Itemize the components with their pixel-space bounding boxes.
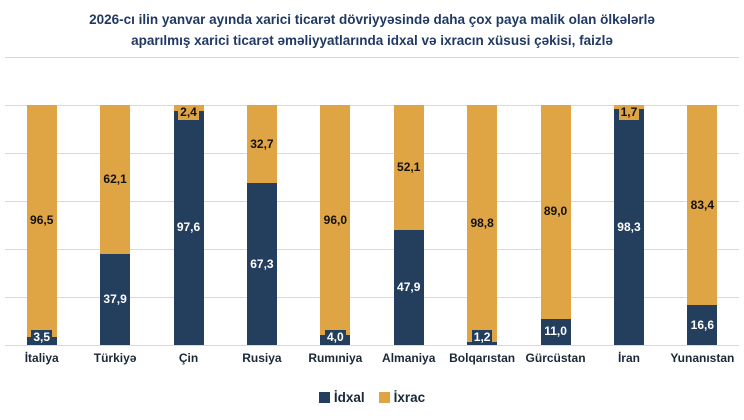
bar-column-iran: 1,7 98,3 xyxy=(592,105,665,345)
chart-legend: İdxal İxrac xyxy=(0,390,744,405)
stacked-bar: 2,4 97,6 xyxy=(173,105,204,345)
import-segment: 97,6 xyxy=(173,110,204,345)
chart-title: 2026-cı ilin yanvar ayında xarici ticarə… xyxy=(0,9,744,51)
stacked-bar: 52,1 47,9 xyxy=(393,105,424,345)
x-axis-label-gurcustan: Gürcüstan xyxy=(525,351,586,365)
legend-label-ixrac: İxrac xyxy=(393,390,426,405)
x-axis-label-iran: İran xyxy=(617,351,640,365)
chart-plot-area: 96,5 3,5 62,1 37,9 2,4 97,6 32,7 xyxy=(5,105,739,346)
import-value-label: 4,0 xyxy=(324,329,346,345)
bar-column-bolqaristan: 98,8 1,2 xyxy=(445,105,518,345)
export-value-label: 1,7 xyxy=(618,105,640,120)
import-value-label: 67,3 xyxy=(248,256,276,272)
export-value-label: 2,4 xyxy=(178,105,199,120)
import-segment: 67,3 xyxy=(246,183,277,345)
bar-column-yunanistan: 83,4 16,6 xyxy=(666,105,739,345)
chart-title-line-2: aparılmış xarici ticarət əməliyyatlarınd… xyxy=(131,33,613,48)
x-axis-label-italiya: İtaliya xyxy=(24,351,59,365)
export-value-label: 98,8 xyxy=(468,216,496,232)
import-segment: 11,0 xyxy=(540,318,571,345)
import-value-label: 16,6 xyxy=(688,317,717,333)
import-segment: 98,3 xyxy=(613,109,644,345)
export-segment: 89,0 xyxy=(540,105,571,319)
x-axis-label-bolqaristan: Bolqarıstan xyxy=(449,351,516,365)
bar-column-gurcustan: 89,0 11,0 xyxy=(519,105,592,345)
import-value-label: 97,6 xyxy=(174,220,203,236)
legend-label-idxal: İdxal xyxy=(333,390,365,405)
import-value-label: 37,9 xyxy=(101,292,129,307)
bar-column-italiya: 96,5 3,5 xyxy=(5,105,78,345)
import-value-label: 1,2 xyxy=(471,329,493,345)
import-segment: 16,6 xyxy=(687,305,718,345)
x-axis-label-almaniya: Almaniya xyxy=(382,351,436,365)
idxal-legend-swatch-icon xyxy=(318,392,330,403)
import-value-label: 98,3 xyxy=(615,219,643,235)
x-axis-labels: İtaliya Türkiyə Çin Rusiya Rumıniya Alma… xyxy=(5,351,739,365)
x-axis-label-ruminiya: Rumıniya xyxy=(308,351,363,365)
bar-column-turkiye: 62,1 37,9 xyxy=(78,105,151,345)
x-axis-label-cin: Çin xyxy=(178,351,199,365)
import-segment: 47,9 xyxy=(393,230,424,345)
export-value-label: 96,0 xyxy=(321,212,349,228)
stacked-bar: 89,0 11,0 xyxy=(540,105,571,345)
export-value-label: 96,5 xyxy=(28,213,56,229)
legend-item-ixrac: İxrac xyxy=(378,390,426,405)
bar-columns: 96,5 3,5 62,1 37,9 2,4 97,6 32,7 xyxy=(5,105,739,345)
export-segment: 98,8 xyxy=(467,105,498,343)
stacked-bar: 98,8 1,2 xyxy=(467,105,498,345)
export-value-label: 32,7 xyxy=(248,136,276,152)
export-segment: 32,7 xyxy=(246,105,277,184)
export-segment: 52,1 xyxy=(393,105,424,231)
export-segment: 96,0 xyxy=(320,105,351,336)
export-value-label: 83,4 xyxy=(688,197,717,213)
export-value-label: 52,1 xyxy=(395,160,423,176)
import-segment: 3,5 xyxy=(26,329,57,345)
import-segment: 1,2 xyxy=(467,329,498,345)
stacked-bar: 32,7 67,3 xyxy=(246,105,277,345)
export-segment: 83,4 xyxy=(687,105,718,306)
x-axis-label-yunanistan: Yunanıstan xyxy=(670,351,735,365)
stacked-bar: 1,7 98,3 xyxy=(613,105,644,345)
export-segment: 96,5 xyxy=(26,105,57,337)
export-value-label: 62,1 xyxy=(101,172,129,188)
export-segment: 1,7 xyxy=(613,105,644,120)
title-divider xyxy=(5,57,739,58)
import-value-label: 47,9 xyxy=(395,280,423,295)
bar-column-almaniya: 52,1 47,9 xyxy=(372,105,445,345)
chart-title-line-1: 2026-cı ilin yanvar ayında xarici ticarə… xyxy=(89,12,655,27)
stacked-bar: 96,0 4,0 xyxy=(320,105,351,345)
export-value-label: 89,0 xyxy=(541,204,570,220)
bar-column-cin: 2,4 97,6 xyxy=(152,105,225,345)
legend-item-idxal: İdxal xyxy=(318,390,365,405)
bar-column-ruminiya: 96,0 4,0 xyxy=(299,105,372,345)
import-value-label: 11,0 xyxy=(542,324,569,340)
import-value-label: 3,5 xyxy=(31,329,53,345)
export-segment: 62,1 xyxy=(100,105,131,255)
bar-column-rusiya: 32,7 67,3 xyxy=(225,105,298,345)
x-axis-label-rusiya: Rusiya xyxy=(242,351,282,365)
export-segment: 2,4 xyxy=(173,105,204,120)
ixrac-legend-swatch-icon xyxy=(378,392,390,403)
stacked-bar: 83,4 16,6 xyxy=(687,105,718,345)
import-segment: 37,9 xyxy=(100,254,131,345)
stacked-bar: 62,1 37,9 xyxy=(100,105,131,345)
import-segment: 4,0 xyxy=(320,329,351,345)
stacked-bar: 96,5 3,5 xyxy=(26,105,57,345)
x-axis-label-turkiye: Türkiyə xyxy=(93,351,137,365)
